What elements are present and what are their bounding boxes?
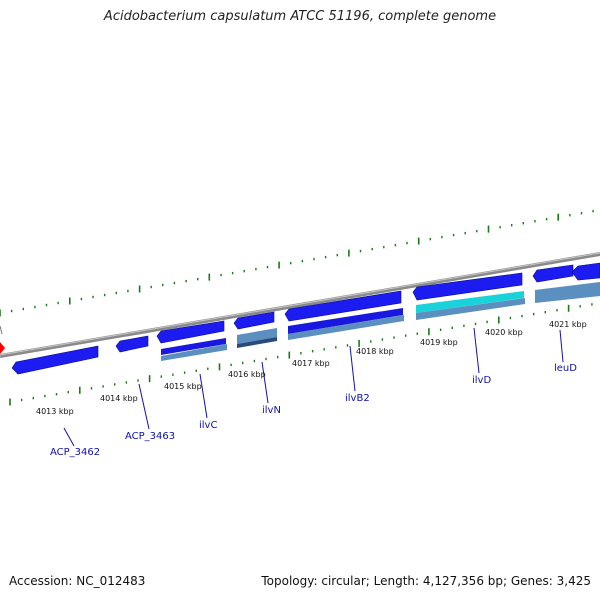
gene-label-leud[interactable]: leuD <box>554 363 577 374</box>
map-title: Acidobacterium capsulatum ATCC 51196, co… <box>103 9 497 24</box>
kbp-label: 4015 kbp <box>164 382 202 391</box>
position-marker <box>0 342 5 354</box>
leader-acp-3463 <box>138 383 150 430</box>
gene-label-ilvn[interactable]: ilvN <box>262 405 281 416</box>
leader-acp-3462 <box>63 427 75 447</box>
gene-label-ilvb2[interactable]: ilvB2 <box>345 393 370 404</box>
genome-backbone <box>0 252 600 358</box>
cds-bar-ilvb2 <box>288 308 403 334</box>
kbp-label: 4019 kbp <box>420 338 458 347</box>
kbp-label: 4016 kbp <box>228 370 266 379</box>
cds-bar-ilvd-light <box>416 298 525 320</box>
accession-label: Accession: <box>9 574 73 588</box>
leader-leud <box>559 329 564 363</box>
gene-arrow-ilvc[interactable] <box>156 320 225 344</box>
cds-bar-ilvd-highlight <box>416 291 524 313</box>
leader-ilvb2 <box>349 345 356 392</box>
gene-arrow-ilvn[interactable] <box>233 311 275 330</box>
gene-arrow-acp-3463[interactable] <box>115 335 149 353</box>
gene-arrow-acp-3462[interactable] <box>11 345 99 375</box>
gene-label-ilvc[interactable]: ilvC <box>199 420 217 431</box>
kbp-label: 4013 kbp <box>36 407 74 416</box>
leader-ilvd <box>473 327 480 374</box>
cds-bar-ilvc <box>161 338 226 355</box>
cds-bar-ilvb2-light <box>288 315 404 340</box>
kbp-label: 4021 kbp <box>549 320 587 329</box>
gene-arrow-ilvb2[interactable] <box>284 290 402 322</box>
gene-arrow-ilvd[interactable] <box>412 272 523 301</box>
leader-ilvc <box>199 373 208 419</box>
kbp-label: 4018 kbp <box>356 347 394 356</box>
cds-bar-ilvn-dark <box>237 337 277 348</box>
topology-info: Topology: circular; Length: 4,127,356 bp… <box>261 574 591 588</box>
gene-label-acp-3463[interactable]: ACP_3463 <box>125 431 175 442</box>
cds-bar-ilvc-light <box>161 344 227 361</box>
lower-tick-track <box>9 303 593 406</box>
gene-arrow-next[interactable] <box>571 262 600 281</box>
kbp-label: 4017 kbp <box>292 359 330 368</box>
cds-bar-ilvn <box>237 328 277 344</box>
gene-arrow-leud[interactable] <box>532 264 574 283</box>
gene-label-acp-3462[interactable]: ACP_3462 <box>50 447 100 458</box>
kbp-label: 4020 kbp <box>485 328 523 337</box>
accession-info: Accession: NC_012483 <box>9 574 145 588</box>
upper-tick-track <box>0 210 594 317</box>
marker-stub <box>0 325 3 335</box>
kbp-label: 4014 kbp <box>100 394 138 403</box>
cds-bar-leud <box>535 282 600 303</box>
gene-label-ilvd[interactable]: ilvD <box>472 375 491 386</box>
leader-ilvn <box>261 361 269 404</box>
genome-backbone-highlight <box>0 252 600 356</box>
accession-value: NC_012483 <box>76 574 146 588</box>
